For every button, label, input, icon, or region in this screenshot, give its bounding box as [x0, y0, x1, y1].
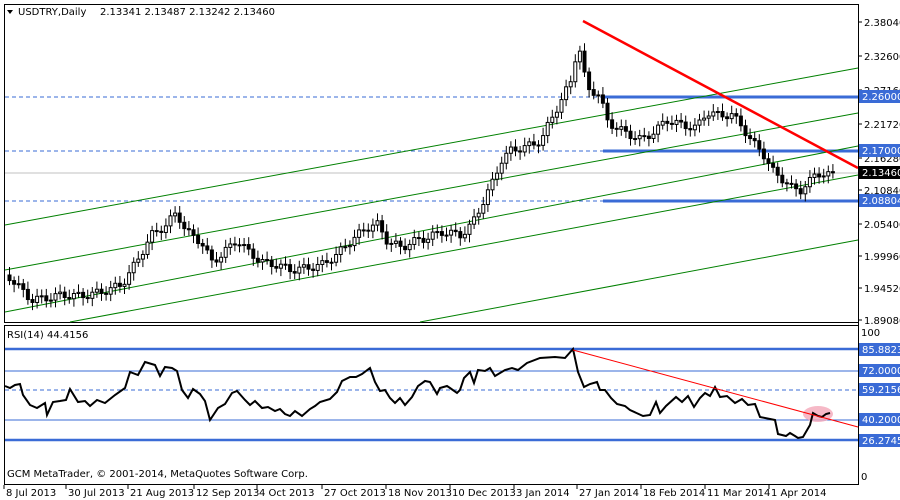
svg-text:40.20000: 40.20000 [862, 415, 900, 426]
svg-text:1 Apr 2014: 1 Apr 2014 [771, 488, 826, 499]
svg-text:2.38040: 2.38040 [864, 18, 900, 29]
svg-text:3 Jan 2014: 3 Jan 2014 [516, 488, 570, 499]
price-trendline[interactable] [582, 19, 859, 170]
svg-text:1.89080: 1.89080 [864, 316, 900, 327]
level-labels: 2.26000 2.17000 2.13460 2.08804 [859, 90, 900, 207]
svg-text:26.27451: 26.27451 [862, 436, 900, 447]
svg-text:2.21720: 2.21720 [864, 120, 900, 131]
svg-text:4 Oct 2013: 4 Oct 2013 [259, 488, 314, 499]
price-panel[interactable] [4, 4, 859, 323]
svg-text:12 Sep 2013: 12 Sep 2013 [196, 488, 259, 499]
svg-text:2.17000: 2.17000 [862, 146, 900, 157]
candlesticks [7, 43, 835, 311]
svg-text:30 Jul 2013: 30 Jul 2013 [68, 488, 125, 499]
svg-text:100: 100 [861, 328, 880, 339]
svg-text:2.10840: 2.10840 [864, 186, 900, 197]
svg-text:10 Dec 2013: 10 Dec 2013 [452, 488, 516, 499]
svg-text:11 Mar 2014: 11 Mar 2014 [707, 488, 770, 499]
copyright-footer: GCM MetaTrader, © 2001-2014, MetaQuotes … [7, 469, 308, 480]
svg-text:8 Jul 2013: 8 Jul 2013 [6, 488, 56, 499]
rsi-panel[interactable] [4, 325, 859, 485]
svg-text:2.13460: 2.13460 [862, 168, 900, 179]
svg-text:1.99960: 1.99960 [864, 252, 900, 263]
ohlc-values: 2.13341 2.13487 2.13242 2.13460 [100, 7, 275, 18]
svg-text:72.00000: 72.00000 [862, 366, 900, 377]
price-axis: 2.380402.326002.271602.217202.162802.108… [858, 4, 900, 485]
rsi-line [4, 346, 831, 440]
svg-text:85.88235: 85.88235 [862, 345, 900, 356]
svg-text:2.32600: 2.32600 [864, 52, 900, 63]
svg-text:0: 0 [861, 472, 867, 483]
rsi-label: RSI(14) 44.4156 [7, 330, 88, 341]
svg-text:21 Aug 2013: 21 Aug 2013 [130, 488, 194, 499]
svg-text:2.26000: 2.26000 [862, 92, 900, 103]
rsi-axis: 100 0 85.88235 72.00000 59.21569 40.2000… [859, 328, 900, 483]
symbol-label: USDTRY,Daily [18, 7, 86, 18]
svg-text:27 Oct 2013: 27 Oct 2013 [324, 488, 386, 499]
time-axis: 8 Jul 2013 30 Jul 2013 21 Aug 2013 12 Sep 2… [3, 485, 826, 499]
svg-text:18 Nov 2013: 18 Nov 2013 [388, 488, 452, 499]
horizontal-levels[interactable] [603, 95, 858, 203]
triangle-down-icon[interactable] [7, 10, 13, 14]
level-extensions [5, 96, 603, 202]
svg-text:18 Feb 2014: 18 Feb 2014 [643, 488, 705, 499]
rsi-levels [5, 347, 858, 442]
svg-text:1.94520: 1.94520 [864, 284, 900, 295]
svg-text:2.08804: 2.08804 [862, 196, 900, 207]
svg-text:27 Jan 2014: 27 Jan 2014 [579, 488, 639, 499]
chart-header: USDTRY,Daily 2.13341 2.13487 2.13242 2.1… [7, 7, 275, 18]
svg-text:2.05400: 2.05400 [864, 220, 900, 231]
rsi-trendline[interactable] [572, 349, 859, 428]
svg-text:59.21569: 59.21569 [862, 385, 900, 396]
svg-text:2.16280: 2.16280 [864, 154, 900, 165]
